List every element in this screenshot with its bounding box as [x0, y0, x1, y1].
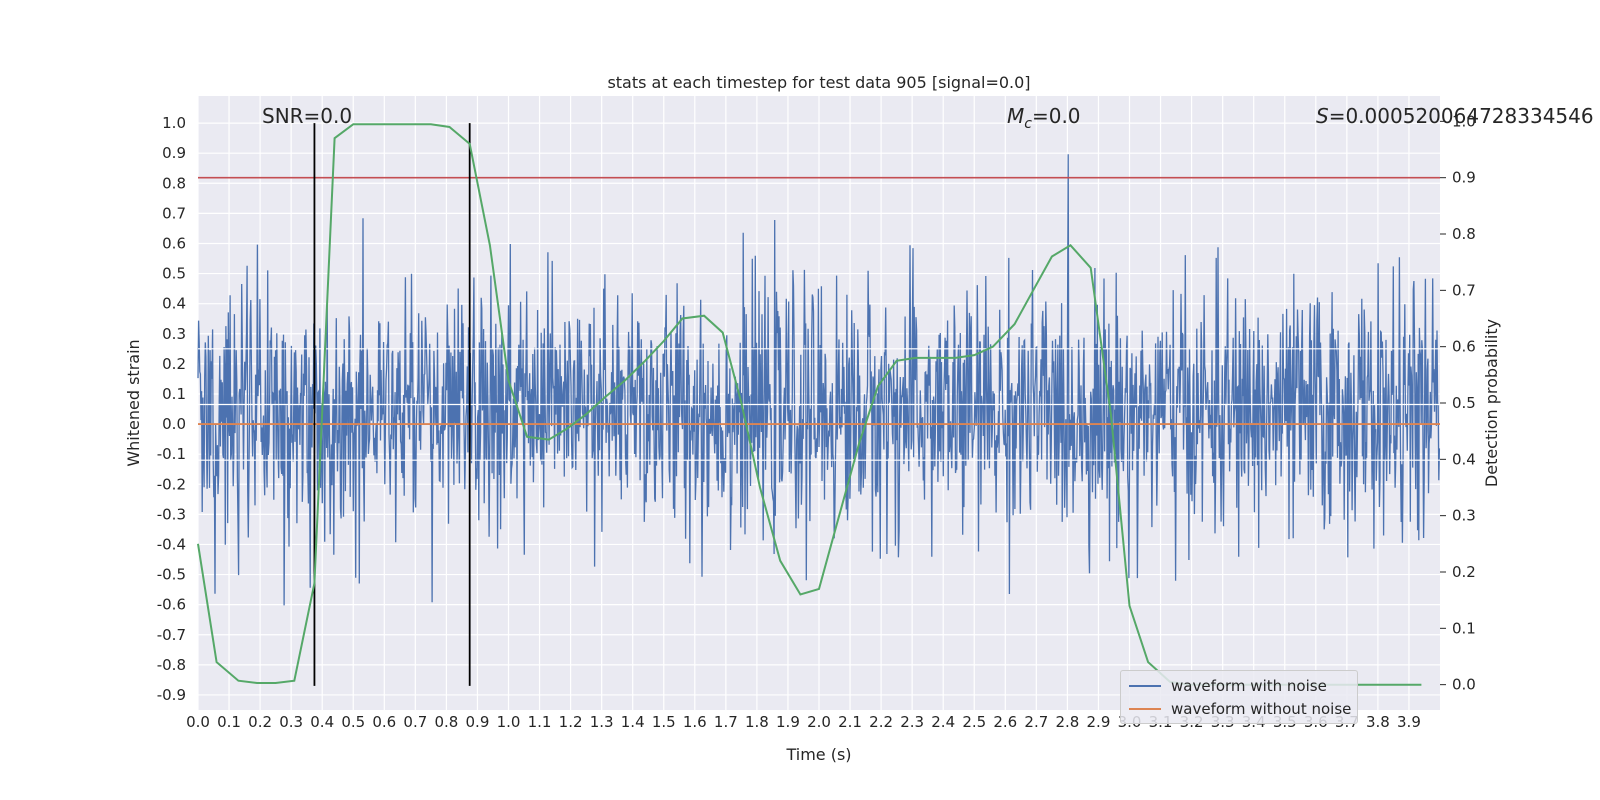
vertical-markers: [313, 123, 471, 686]
y-tick-label-right: 0.2: [1452, 563, 1476, 581]
x-axis-label: Time (s): [785, 745, 851, 764]
chirp-mass-value: =0.0: [1032, 104, 1081, 128]
y-tick-label-left: 0.8: [162, 174, 186, 192]
x-tick-label: 3.9: [1397, 713, 1421, 731]
x-tick-label: 1.6: [683, 713, 707, 731]
y-tick-label-right: 0.6: [1452, 338, 1476, 356]
x-tick-label: 2.2: [869, 713, 893, 731]
x-tick-label: 1.0: [497, 713, 521, 731]
y-tick-label-left: 0.9: [162, 144, 186, 162]
y-tick-label-left: -0.2: [157, 475, 186, 493]
x-tick-label: 2.6: [993, 713, 1017, 731]
x-tick-label: 1.8: [745, 713, 769, 731]
y-tick-label-left: -0.3: [157, 505, 186, 523]
x-tick-label: 1.2: [559, 713, 583, 731]
x-tick-label: 1.3: [590, 713, 614, 731]
x-tick-label: 3.8: [1366, 713, 1390, 731]
x-tick-label: 1.1: [528, 713, 552, 731]
x-tick-label: 0.3: [279, 713, 303, 731]
y-tick-label-right: 0.4: [1452, 450, 1476, 468]
legend-item-noise: waveform with noise: [1121, 675, 1327, 697]
y-tick-label-left: 0.0: [162, 415, 186, 433]
y-tick-label-left: 0.4: [162, 295, 186, 313]
chirp-mass-subscript: c: [1024, 116, 1032, 132]
y-tick-label-right: 0.3: [1452, 507, 1476, 525]
y-tick-label-right: 0.7: [1452, 281, 1476, 299]
legend-label-noise: waveform with noise: [1171, 677, 1327, 695]
x-tick-label: 2.9: [1087, 713, 1111, 731]
legend-swatch-clean: [1129, 708, 1161, 710]
chirp-mass-annotation: Mc=0.0: [1007, 104, 1081, 132]
y-axis-label-right: Detection probability: [1482, 319, 1501, 487]
y-tick-labels-right: 1.0 0.9 0.8 0.7 0.6 0.5 0.4 0.3 0.2 0.1 0.0: [1440, 112, 1476, 694]
legend-label-clean: waveform without noise: [1171, 700, 1352, 718]
x-tick-label: 2.8: [1055, 713, 1079, 731]
legend-swatch-noise: [1129, 685, 1161, 687]
x-tick-label: 0.7: [403, 713, 427, 731]
snr-annotation: SNR=0.0: [262, 104, 352, 128]
y-tick-label-left: -0.1: [157, 445, 186, 463]
y-tick-labels-left: 1.0 0.9 0.8 0.7 0.6 0.5 0.4 0.3 0.2 0.1 0.0 -0.1 -0.…: [157, 114, 186, 704]
x-tick-label: 2.4: [931, 713, 955, 731]
y-tick-label-left: 0.1: [162, 385, 186, 403]
x-tick-label: 0.8: [434, 713, 458, 731]
y-tick-label-left: -0.4: [157, 535, 186, 553]
y-tick-label-left: 0.2: [162, 355, 186, 373]
y-tick-label-left: -0.7: [157, 626, 186, 644]
noise-waveform-line: [197, 154, 1441, 606]
x-tick-label: 0.0: [186, 713, 210, 731]
x-tick-label: 2.0: [807, 713, 831, 731]
x-tick-labels: 0.0 0.1 0.2 0.3 0.4 0.5 0.6 0.7 0.8 0.9 1.0 1.1 1.2 1…: [186, 713, 1421, 731]
legend: waveform with noise waveform without noi…: [1120, 670, 1358, 724]
y-tick-label-right: 0.0: [1452, 676, 1476, 694]
y-axis-label-left: Whitened strain: [124, 339, 143, 466]
x-tick-label: 2.1: [838, 713, 862, 731]
y-tick-label-left: 0.5: [162, 265, 186, 283]
x-tick-label: 0.4: [310, 713, 334, 731]
x-tick-label: 0.2: [248, 713, 272, 731]
y-tick-label-right: 0.8: [1452, 225, 1476, 243]
x-tick-label: 1.9: [776, 713, 800, 731]
x-tick-label: 1.4: [621, 713, 645, 731]
y-tick-label-left: 0.7: [162, 204, 186, 222]
y-tick-label-left: -0.5: [157, 566, 186, 584]
y-tick-label-left: 1.0: [162, 114, 186, 132]
s-value: =0.000520064728334546: [1329, 104, 1594, 128]
y-tick-label-left: -0.6: [157, 596, 186, 614]
x-tick-label: 2.3: [900, 713, 924, 731]
y-tick-label-left: 0.3: [162, 325, 186, 343]
y-tick-label-right: 0.1: [1452, 619, 1476, 637]
x-tick-label: 1.7: [714, 713, 738, 731]
s-annotation: S=0.000520064728334546: [1316, 104, 1594, 128]
x-tick-label: 0.9: [466, 713, 490, 731]
s-symbol: S: [1316, 104, 1329, 128]
x-tick-label: 0.6: [372, 713, 396, 731]
y-tick-label-left: -0.9: [157, 686, 186, 704]
y-tick-label-right: 0.5: [1452, 394, 1476, 412]
x-tick-label: 2.5: [962, 713, 986, 731]
noise-waveform-series: [197, 154, 1441, 606]
x-tick-label: 2.7: [1024, 713, 1048, 731]
x-tick-label: 0.1: [217, 713, 241, 731]
legend-item-clean: waveform without noise: [1121, 698, 1351, 720]
horizontal-reference-lines: [198, 348, 1440, 461]
x-tick-label: 0.5: [341, 713, 365, 731]
chart-title: stats at each timestep for test data 905…: [607, 73, 1030, 92]
y-tick-label-right: 1.0: [1452, 112, 1476, 130]
y-tick-label-left: -0.8: [157, 656, 186, 674]
y-tick-label-left: 0.6: [162, 234, 186, 252]
chirp-mass-symbol: M: [1007, 104, 1024, 128]
y-tick-label-right: 0.9: [1452, 169, 1476, 187]
x-tick-label: 1.5: [652, 713, 676, 731]
